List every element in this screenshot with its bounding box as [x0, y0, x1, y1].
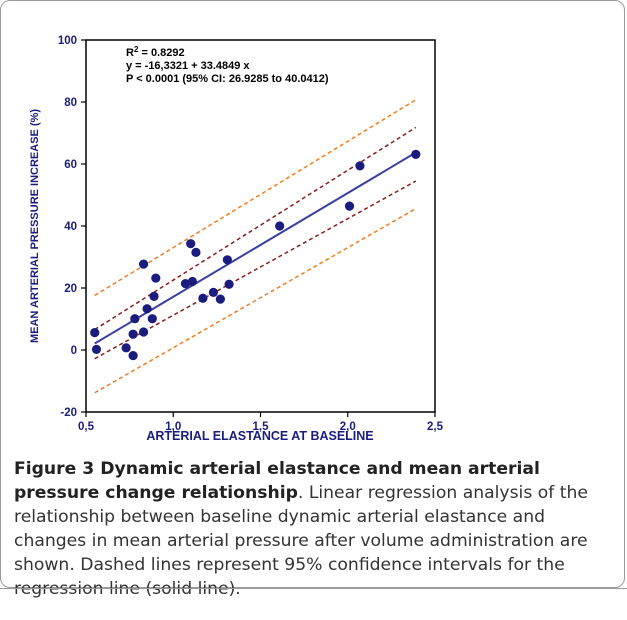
caption-body: . Linear regression analysis of the rela… — [14, 483, 588, 599]
y-tick-label: 40 — [64, 221, 77, 233]
data-point — [186, 239, 196, 249]
data-point — [138, 327, 149, 337]
data-point — [198, 293, 208, 303]
x-ticks: 0,5 1,0 1,5 2,0 2,5 — [78, 412, 444, 433]
x-axis-label: ARTERIAL ELASTANCE AT BASELINE — [146, 429, 373, 443]
annotation-line: y = -16,3321 + 33.4849 x — [126, 60, 250, 72]
data-point — [208, 287, 218, 297]
data-point — [149, 291, 159, 301]
figure-caption: Figure 3 Dynamic arterial elastance and … — [14, 457, 614, 601]
band-lines — [94, 99, 417, 394]
y-tick-label: 100 — [58, 35, 77, 47]
bottom-rule — [0, 588, 627, 589]
data-points — [90, 149, 421, 361]
data-point — [142, 304, 152, 314]
figure-frame — [0, 0, 625, 588]
data-point — [187, 276, 198, 287]
scatter-chart: 0,5 1,0 1,5 2,0 2,5 -20 0 20 40 60 80 100 R2 = 0.8… — [29, 35, 444, 443]
annotation-line: P < 0.0001 (95% CI: 26.9285 to 40.0412) — [126, 73, 329, 85]
data-point — [128, 329, 138, 339]
data-point — [222, 255, 232, 265]
data-point — [128, 350, 138, 361]
x-tick-label: 1,5 — [253, 421, 270, 433]
x-tick-label: 1,0 — [165, 421, 181, 433]
x-tick-label: 0,5 — [78, 421, 95, 433]
data-point — [344, 201, 355, 211]
data-point — [411, 149, 421, 159]
y-axis-label: MEAN ARTERIAL PRESSURE INCREASE (%) — [29, 109, 41, 343]
data-point — [224, 279, 234, 289]
confidence-band-lower — [94, 180, 417, 360]
data-point — [138, 259, 149, 269]
data-point — [215, 294, 225, 304]
caption-title: Figure 3 Dynamic arterial elastance and … — [14, 459, 540, 503]
x-tick-label: 2,5 — [427, 421, 444, 433]
y-tick-label: 80 — [64, 97, 77, 109]
data-point — [355, 161, 365, 171]
y-tick-label: 20 — [64, 283, 77, 295]
y-ticks: -20 0 20 40 60 80 100 — [58, 35, 86, 419]
plot-area — [85, 39, 436, 413]
data-point — [275, 221, 285, 231]
confidence-band-upper — [94, 126, 417, 331]
data-point — [151, 273, 161, 283]
y-tick-label: 0 — [71, 345, 77, 357]
data-point — [121, 343, 131, 353]
data-point — [191, 247, 201, 257]
x-tick-label: 2,0 — [340, 421, 356, 433]
annotation-line: R2 = 0.8292 — [126, 45, 185, 59]
data-point — [130, 314, 140, 324]
prediction-band-lower — [94, 207, 417, 394]
y-tick-label: -20 — [60, 407, 77, 419]
data-point — [91, 344, 102, 354]
data-point — [147, 314, 157, 324]
y-tick-label: 60 — [64, 159, 77, 171]
data-point — [90, 328, 100, 338]
data-point — [180, 279, 191, 289]
